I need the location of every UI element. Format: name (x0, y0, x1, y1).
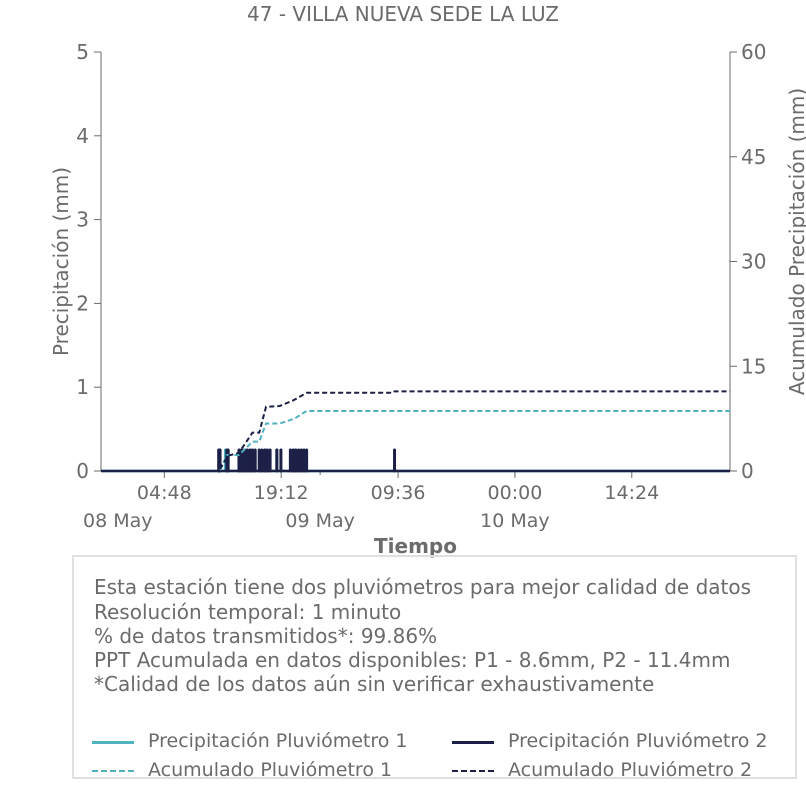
legend-swatch-acum-1 (92, 770, 134, 772)
info-line-transmitted: % de datos transmitidos*: 99.86% (94, 624, 438, 648)
legend-label-acum-1: Acumulado Pluviómetro 1 (148, 759, 393, 781)
x-tick-label: 19:12 (254, 482, 309, 504)
x-date-label: 09 May (285, 510, 355, 532)
chart-series (101, 390, 730, 473)
series-line-4 (101, 390, 730, 472)
y-tick-label: 3 (76, 208, 89, 232)
x-tick-label: 14:24 (604, 482, 659, 504)
info-line-quality-note: *Calidad de los datos aún sin verificar … (94, 672, 655, 696)
legend-swatch-precip-2 (452, 741, 494, 744)
x-tick-label: 00:00 (488, 482, 543, 504)
info-box: Esta estación tiene dos pluviómetros par… (72, 555, 797, 781)
y-tick-label: 5 (76, 40, 89, 64)
y2-axis-label: Acumulado Precipitación (mm) (785, 88, 806, 395)
legend-label-precip-1: Precipitación Pluviómetro 1 (148, 730, 408, 752)
y2-tick-label: 15 (741, 354, 766, 378)
y-axis-label: Precipitación (mm) (49, 167, 73, 356)
x-date-label: 08 May (83, 510, 153, 532)
info-line-accumulated: PPT Acumulada en datos disponibles: P1 -… (94, 648, 731, 672)
y2-tick-label: 60 (741, 40, 766, 64)
x-date-label: 10 May (480, 510, 550, 532)
y2-tick-label: 0 (741, 459, 754, 483)
info-line-stations: Esta estación tiene dos pluviómetros par… (94, 575, 752, 599)
x-axis-label: Tiempo (374, 534, 457, 558)
y2-tick-label: 30 (741, 250, 766, 274)
y-tick-label: 1 (76, 375, 89, 399)
y-tick-label: 0 (76, 459, 89, 483)
y2-tick-label: 45 (741, 145, 766, 169)
x-tick-label: 04:48 (137, 482, 192, 504)
y-tick-label: 4 (76, 124, 89, 148)
series-line-3 (101, 409, 730, 472)
chart-axes (94, 51, 737, 478)
x-tick-label: 09:36 (371, 482, 426, 504)
legend-label-acum-2: Acumulado Pluviómetro 2 (508, 759, 753, 781)
legend-swatch-acum-2 (452, 770, 494, 772)
y-tick-label: 2 (76, 291, 89, 315)
legend-swatch-precip-1 (92, 741, 134, 744)
legend-label-precip-2: Precipitación Pluviómetro 2 (508, 730, 768, 752)
chart-title: 47 - VILLA NUEVA SEDE LA LUZ (247, 2, 559, 26)
info-line-resolution: Resolución temporal: 1 minuto (94, 600, 402, 624)
